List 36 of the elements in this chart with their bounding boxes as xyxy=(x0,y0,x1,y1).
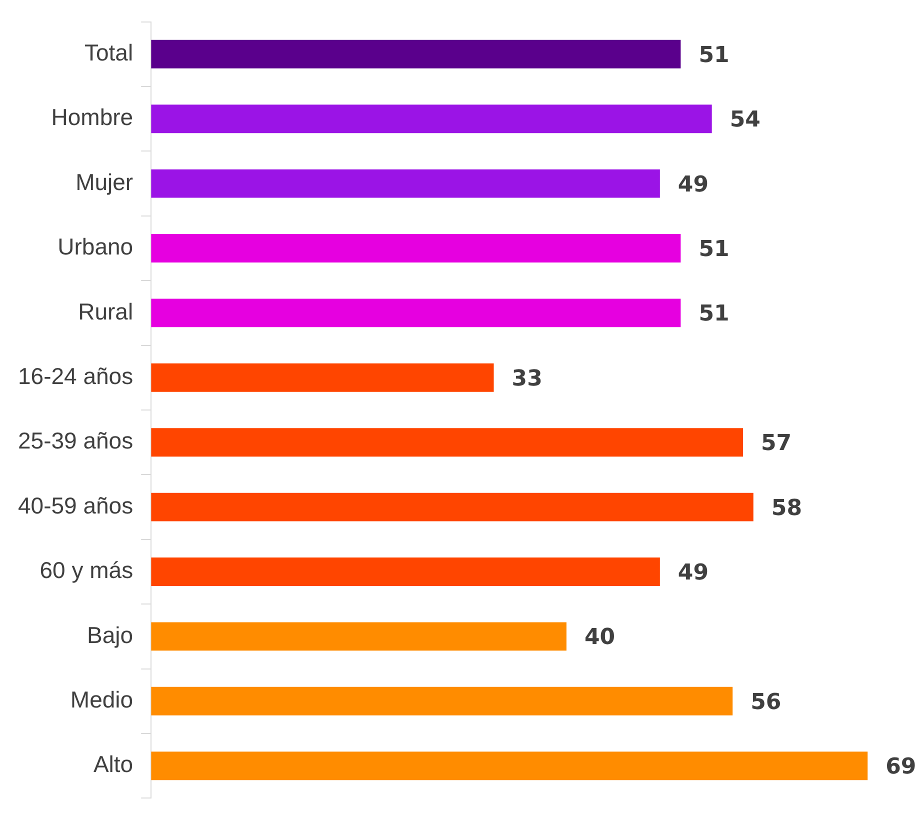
y-tick-label: 60 y más xyxy=(40,557,134,584)
y-tick-label: 25-39 años xyxy=(18,428,134,454)
bar xyxy=(151,234,681,262)
data-label: 49 xyxy=(678,172,709,198)
bar xyxy=(151,104,712,134)
bar xyxy=(151,169,660,198)
bar xyxy=(151,363,494,392)
y-tick-label: Mujer xyxy=(76,168,134,195)
bar xyxy=(151,428,744,457)
bar xyxy=(151,752,868,780)
data-label: 56 xyxy=(750,690,782,715)
y-tick-label: Medio xyxy=(70,686,134,712)
bar xyxy=(151,558,660,586)
y-tick-label: 40-59 años xyxy=(18,492,134,518)
data-label: 51 xyxy=(698,302,730,327)
data-label: 51 xyxy=(698,42,730,68)
bar xyxy=(151,622,566,651)
data-label: 40 xyxy=(584,625,616,650)
data-label: 49 xyxy=(678,560,709,586)
y-tick-label: Bajo xyxy=(87,622,134,648)
y-tick-label: Rural xyxy=(78,298,134,324)
y-tick-label: Urbano xyxy=(58,234,134,260)
bar xyxy=(151,40,681,68)
data-label: 58 xyxy=(771,496,802,521)
data-label: 54 xyxy=(730,108,760,133)
y-tick-label: Total xyxy=(84,39,134,66)
y-tick-label: Hombre xyxy=(51,104,134,130)
y-tick-label: Alto xyxy=(93,751,134,778)
bar xyxy=(151,298,681,328)
y-tick-label: 16-24 años xyxy=(18,362,134,389)
bar xyxy=(151,686,733,716)
data-label: 33 xyxy=(512,366,542,392)
data-label: 51 xyxy=(698,236,730,262)
data-label: 57 xyxy=(761,431,792,456)
bar xyxy=(151,492,754,522)
data-label: 69 xyxy=(886,754,916,780)
